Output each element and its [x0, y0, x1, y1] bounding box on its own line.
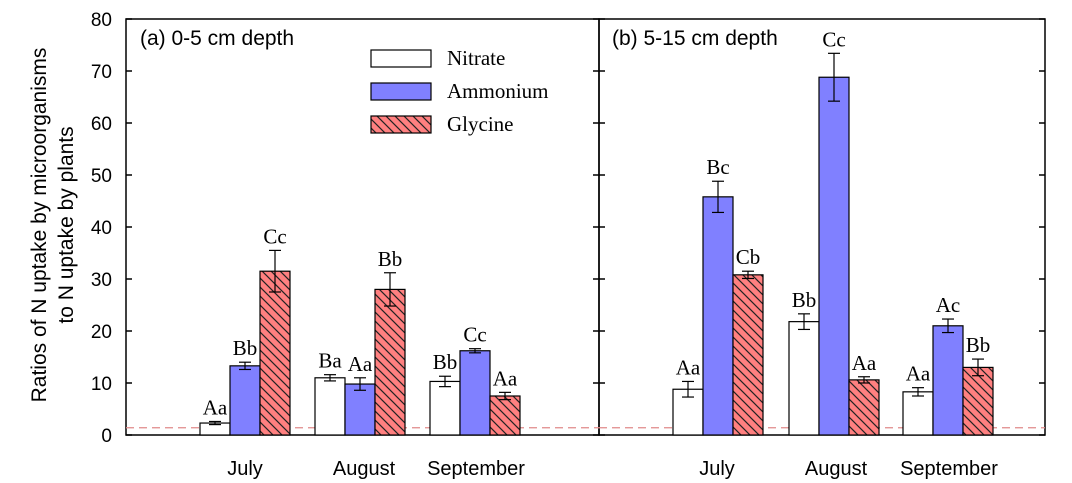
x-category-label: September: [427, 458, 525, 480]
significance-label: Aa: [203, 395, 228, 419]
legend-swatch-nitrate: [370, 49, 432, 68]
significance-label: Ac: [936, 293, 961, 317]
legend-swatch-ammonium: [370, 82, 432, 101]
significance-label: Bb: [966, 333, 991, 357]
x-category-label: September: [900, 458, 998, 480]
y-tick-label: 20: [91, 322, 112, 343]
bar-glycine: [848, 379, 880, 436]
bar-nitrate: [429, 380, 461, 436]
significance-label: Cb: [736, 245, 761, 269]
bar-glycine: [962, 366, 994, 436]
bar-glycine: [489, 395, 521, 436]
significance-label: Aa: [493, 366, 518, 390]
panel-b-title: (b) 5-15 cm depth: [612, 27, 778, 50]
y-tick-label: 80: [91, 10, 112, 31]
bar-ammonium: [818, 76, 850, 436]
y-tick-label: 30: [91, 270, 112, 291]
significance-label: Cc: [463, 323, 486, 347]
bar-nitrate: [314, 377, 346, 436]
legend-swatch-glycine: [370, 115, 432, 134]
y-tick-label: 40: [91, 218, 112, 239]
bar-glycine: [259, 270, 291, 436]
legend: Nitrate Ammonium Glycine: [370, 46, 549, 136]
legend-label-ammonium: Ammonium: [447, 79, 549, 103]
significance-label: Bc: [706, 155, 729, 179]
bar-glycine: [374, 288, 406, 436]
significance-label: Ba: [318, 349, 342, 373]
panel-a-title: (a) 0-5 cm depth: [140, 27, 294, 50]
y-tick-label: 0: [101, 426, 112, 447]
bar-glycine: [732, 274, 764, 436]
bar-ammonium: [229, 365, 261, 436]
significance-label: Bb: [378, 247, 403, 271]
y-axis-label-line-2: to N uptake by plants: [55, 126, 78, 323]
x-category-label: July: [699, 458, 735, 480]
bar-ammonium: [459, 350, 491, 436]
significance-label: Aa: [906, 362, 931, 386]
bar-ammonium: [932, 325, 964, 436]
legend-label-glycine: Glycine: [447, 112, 513, 136]
significance-label: Aa: [852, 351, 877, 375]
significance-label: Cc: [822, 27, 845, 51]
significance-label: Bb: [792, 288, 817, 312]
y-tick-label: 10: [91, 374, 112, 395]
bar-ammonium: [344, 383, 376, 436]
x-category-label: August: [333, 458, 396, 480]
significance-label: Bb: [433, 350, 458, 374]
significance-label: Cc: [263, 224, 286, 248]
significance-label: Aa: [348, 352, 373, 376]
y-tick-label: 60: [91, 114, 112, 135]
x-category-label: July: [227, 458, 263, 480]
y-tick-label: 70: [91, 62, 112, 83]
bar-nitrate: [788, 321, 820, 436]
significance-label: Aa: [676, 355, 701, 379]
bar-nitrate: [902, 391, 934, 436]
bar-ammonium: [702, 196, 734, 436]
legend-label-nitrate: Nitrate: [447, 46, 505, 70]
y-axis-label-line-1: Ratios of N uptake by microorganisms: [28, 48, 51, 403]
y-tick-label: 50: [91, 166, 112, 187]
x-category-label: August: [805, 458, 868, 480]
significance-label: Bb: [233, 336, 258, 360]
